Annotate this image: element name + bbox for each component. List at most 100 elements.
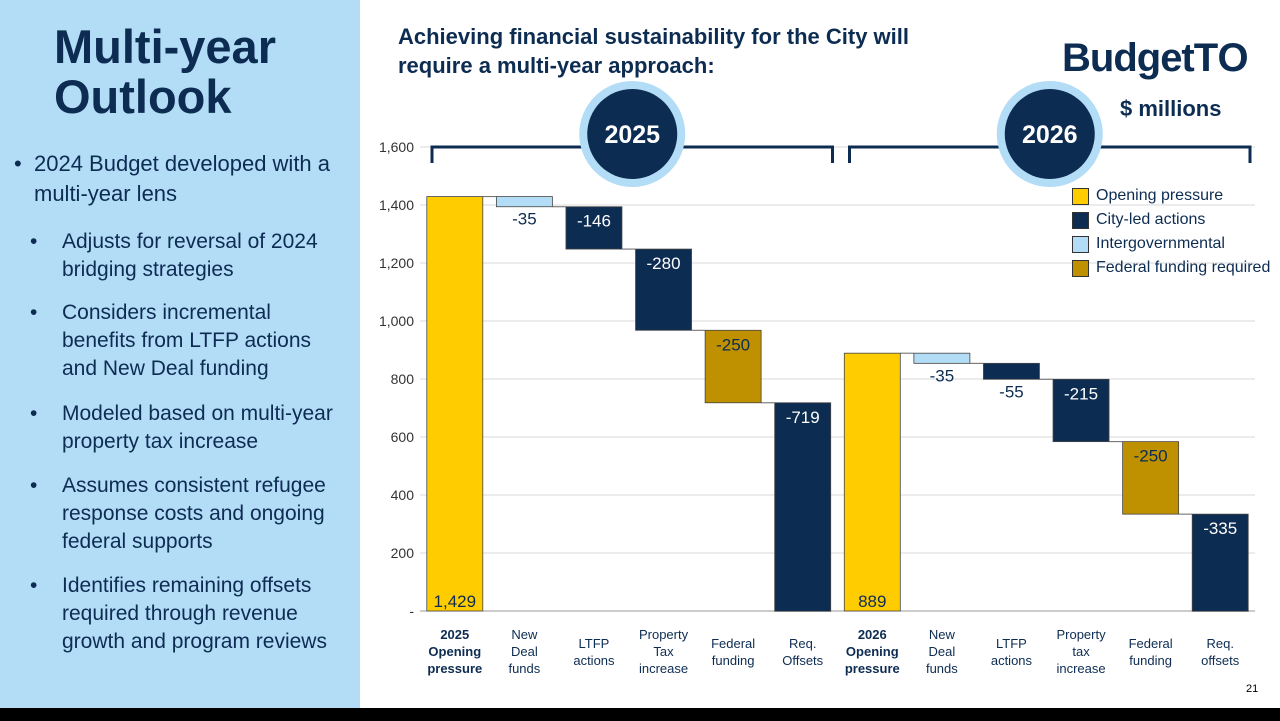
year-badge: [587, 89, 678, 179]
data-label: -335: [1203, 519, 1237, 538]
sub-bullet-text: Assumes consistent refugee response cost…: [62, 474, 326, 553]
bullet-dot: •: [14, 151, 22, 176]
bullet-dot: •: [30, 230, 38, 253]
legend-swatch: [1072, 260, 1089, 277]
x-tick-label: increase: [639, 661, 688, 676]
legend-label: Intergovernmental: [1096, 235, 1225, 252]
x-tick-label: Req.: [789, 636, 816, 651]
bullet-dot: •: [30, 474, 38, 497]
page-number: 21: [1246, 683, 1259, 695]
legend-swatch: [1072, 236, 1089, 253]
bar-opening: [843, 352, 901, 612]
x-tick-label: Opening: [846, 644, 899, 659]
data-label: -250: [716, 335, 750, 354]
legend-label: Opening pressure: [1096, 187, 1224, 204]
chart-heading: Achieving financial sustainability for t…: [398, 22, 998, 80]
y-tick-label: 1,000: [379, 313, 414, 329]
y-tick-label: 1,600: [379, 139, 414, 155]
x-tick-label: actions: [991, 653, 1033, 668]
bar-city: [635, 248, 692, 331]
x-tick-label: pressure: [427, 661, 482, 676]
x-tick-label: funding: [712, 653, 755, 668]
bar-city: [1191, 513, 1249, 612]
legend-item: Intergovernmental: [1072, 235, 1280, 255]
main-bullet: • 2024 Budget developed with a multi-yea…: [14, 149, 344, 209]
bullet-dot: •: [30, 402, 38, 425]
bar-intergov: [913, 352, 971, 364]
bar-opening: [426, 196, 484, 612]
title-line-2: Outlook: [54, 70, 232, 123]
sub-bullet: • Considers incremental benefits from LT…: [30, 299, 335, 383]
y-tick-label: 200: [391, 545, 415, 561]
y-tick-label: 1,200: [379, 255, 414, 271]
x-tick-label: funds: [508, 661, 540, 676]
page-title: Multi-year Outlook: [54, 22, 276, 122]
sub-bullet: • Assumes consistent refugee response co…: [30, 472, 340, 556]
year-label: 2025: [604, 121, 660, 149]
year-label: 2026: [1022, 121, 1078, 149]
bar-city: [983, 362, 1040, 380]
bar-city: [774, 402, 832, 612]
x-tick-label: LTFP: [996, 636, 1027, 651]
x-tick-label: Deal: [511, 644, 538, 659]
data-label: -280: [647, 254, 681, 273]
data-label: -146: [577, 212, 611, 231]
x-tick-label: Opening: [428, 644, 481, 659]
sidebar-panel: [0, 0, 360, 708]
sub-bullet: • Identifies remaining offsets required …: [30, 572, 340, 656]
y-tick-label: -: [409, 603, 414, 619]
x-tick-label: pressure: [845, 661, 900, 676]
logo-text-budget: Budget: [1062, 36, 1195, 80]
x-tick-label: 2026: [858, 627, 887, 642]
logo-text-to: TO: [1193, 36, 1249, 80]
x-tick-label: Tax: [653, 644, 674, 659]
legend-item: City-led actions: [1072, 211, 1280, 231]
bullet-dot: •: [30, 301, 38, 324]
x-tick-label: increase: [1056, 661, 1105, 676]
x-tick-label: funding: [1129, 653, 1172, 668]
x-tick-label: Property: [1056, 627, 1106, 642]
heading-line-1: Achieving financial sustainability for t…: [398, 24, 909, 49]
x-tick-label: offsets: [1201, 653, 1240, 668]
x-tick-label: LTFP: [579, 636, 610, 651]
bar-intergov: [495, 196, 553, 208]
x-tick-label: New: [929, 627, 956, 642]
year-badge: [1004, 89, 1095, 179]
sub-bullet: • Modeled based on multi-year property t…: [30, 400, 350, 456]
title-line-1: Multi-year: [54, 20, 276, 73]
bar-city: [1052, 378, 1110, 443]
y-tick-label: 600: [391, 429, 415, 445]
y-tick-label: 1,400: [379, 197, 414, 213]
sub-bullet-text: Identifies remaining offsets required th…: [62, 574, 327, 653]
sub-bullet: • Adjusts for reversal of 2024 bridging …: [30, 228, 335, 284]
data-label: -719: [786, 408, 820, 427]
x-tick-label: Federal: [711, 636, 755, 651]
legend-swatch: [1072, 188, 1089, 205]
legend-swatch: [1072, 212, 1089, 229]
x-tick-label: Offsets: [782, 653, 823, 668]
main-bullet-text: 2024 Budget developed with a multi-year …: [34, 151, 331, 206]
legend-item: Federal funding required: [1072, 259, 1280, 279]
x-tick-label: Property: [639, 627, 689, 642]
data-label: -35: [512, 210, 537, 229]
y-tick-label: 400: [391, 487, 415, 503]
data-label: 1,429: [434, 592, 477, 611]
sub-bullet-text: Considers incremental benefits from LTFP…: [62, 301, 311, 380]
heading-line-2: require a multi-year approach:: [398, 53, 715, 78]
units-label: $ millions: [1120, 96, 1222, 121]
data-label: -250: [1134, 447, 1168, 466]
x-tick-label: actions: [573, 653, 615, 668]
bar-city: [565, 206, 623, 250]
x-tick-label: tax: [1072, 644, 1090, 659]
x-tick-label: Deal: [929, 644, 956, 659]
data-label: -35: [930, 366, 955, 385]
bullet-dot: •: [30, 574, 38, 597]
bar-federal: [1122, 441, 1180, 515]
x-tick-label: Federal: [1129, 636, 1173, 651]
bottom-bar: [0, 708, 1280, 721]
bar-federal: [704, 329, 762, 404]
x-tick-label: 2025: [440, 627, 469, 642]
legend-item: Opening pressure: [1072, 187, 1280, 207]
sub-bullet-text: Modeled based on multi-year property tax…: [62, 402, 333, 453]
